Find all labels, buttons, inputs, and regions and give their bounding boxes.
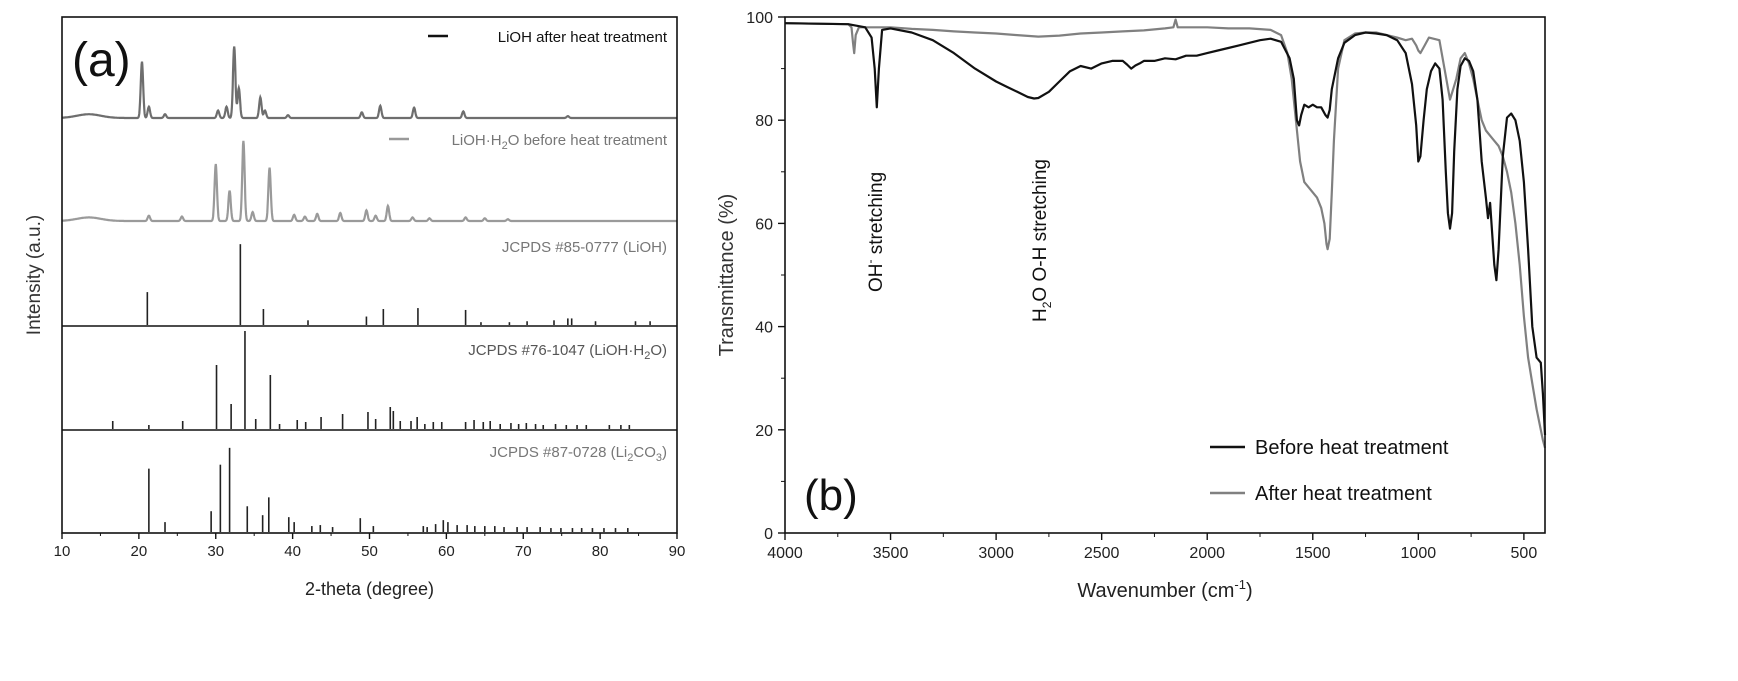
ref-label-li2co3: JCPDS #87-0728 (Li2CO3): [490, 444, 667, 464]
x-tick-label-a: 60: [438, 543, 455, 560]
text-span: ): [662, 444, 667, 461]
y-tick-label-b: 20: [755, 423, 773, 440]
y-tick-label-b: 100: [746, 10, 773, 27]
text-span: 2: [644, 350, 650, 362]
text-span: JCPDS #76-1047 (LiOH·H: [468, 342, 644, 359]
series-after-heat-line: [784, 18, 1547, 449]
text-span: OH: [866, 264, 887, 293]
x-tick-label-b: 1000: [1401, 545, 1437, 562]
x-tick-label-a: 80: [592, 543, 609, 560]
text-span: LiOH·H: [452, 132, 502, 149]
ref-label-lioh: JCPDS #85-0777 (LiOH): [502, 239, 667, 256]
x-tick-label-b: 500: [1511, 545, 1538, 562]
text-span: -: [863, 260, 877, 264]
annotation-h2o-oh-stretching: H2O O-H stretching: [1030, 159, 1054, 322]
legend-label-before: Before heat treatment: [1255, 437, 1449, 459]
text-span: H: [1030, 308, 1051, 322]
x-axis-label-a: 2-theta (degree): [305, 579, 434, 599]
x-tick-label-a: 10: [54, 543, 71, 560]
ref-label-lioh-h2o: JCPDS #76-1047 (LiOH·H2O): [468, 342, 667, 362]
y-axis-label-a: Intensity (a.u.): [24, 215, 45, 335]
text-span: O before heat treatment: [508, 132, 668, 149]
text-span: ): [1246, 580, 1253, 602]
panel-label-b: (b): [804, 471, 858, 520]
x-tick-label-b: 4000: [767, 545, 803, 562]
text-span: stretching: [866, 172, 887, 260]
x-tick-label-b: 3500: [873, 545, 909, 562]
y-axis-label-b: Transmittance (%): [716, 194, 738, 357]
x-tick-label-b: 2500: [1084, 545, 1120, 562]
xrd-pattern-0: [62, 46, 677, 120]
text-span: 3: [656, 452, 662, 464]
y-tick-label-b: 60: [755, 216, 773, 233]
text-span: Wavenumber (cm: [1077, 580, 1234, 602]
y-tick-label-b: 40: [755, 320, 773, 337]
text-span: -1: [1234, 577, 1246, 592]
x-tick-label-b: 1500: [1295, 545, 1331, 562]
y-tick-label-b: 80: [755, 113, 773, 130]
y-tick-label-b: 0: [764, 526, 773, 543]
series-before-heat-line: [784, 22, 1547, 436]
legend-label-before-heat: LiOH·H2O before heat treatment: [452, 132, 668, 152]
x-tick-label-a: 50: [361, 543, 378, 560]
x-axis-label-b: Wavenumber (cm-1): [1077, 577, 1252, 602]
x-tick-label-a: 40: [284, 543, 301, 560]
x-tick-label-a: 90: [669, 543, 686, 560]
text-span: 2: [1040, 301, 1054, 308]
legend-label-after: After heat treatment: [1255, 483, 1432, 505]
x-tick-label-b: 2000: [1189, 545, 1225, 562]
text-span: O): [650, 342, 667, 359]
text-span: 2: [627, 452, 633, 464]
x-tick-label-a: 20: [131, 543, 148, 560]
panel-label-a: (a): [72, 34, 131, 87]
x-tick-label-a: 70: [515, 543, 532, 560]
text-span: CO: [633, 444, 656, 461]
text-span: 2: [502, 140, 508, 152]
text-span: O O-H stretching: [1030, 159, 1051, 302]
panel-b-ftir-chart: 4000 3500 3000 2500 2000 1500 1000 500 0 20 40 60 80…: [716, 10, 1547, 602]
xrd-pattern-1: [62, 140, 677, 223]
x-tick-label-b: 3000: [978, 545, 1014, 562]
legend-label-after-heat: LiOH after heat treatment: [498, 29, 668, 46]
text-span: JCPDS #87-0728 (Li: [490, 444, 628, 461]
x-tick-label-a: 30: [207, 543, 224, 560]
annotation-oh-stretching: OH- stretching: [863, 172, 887, 292]
